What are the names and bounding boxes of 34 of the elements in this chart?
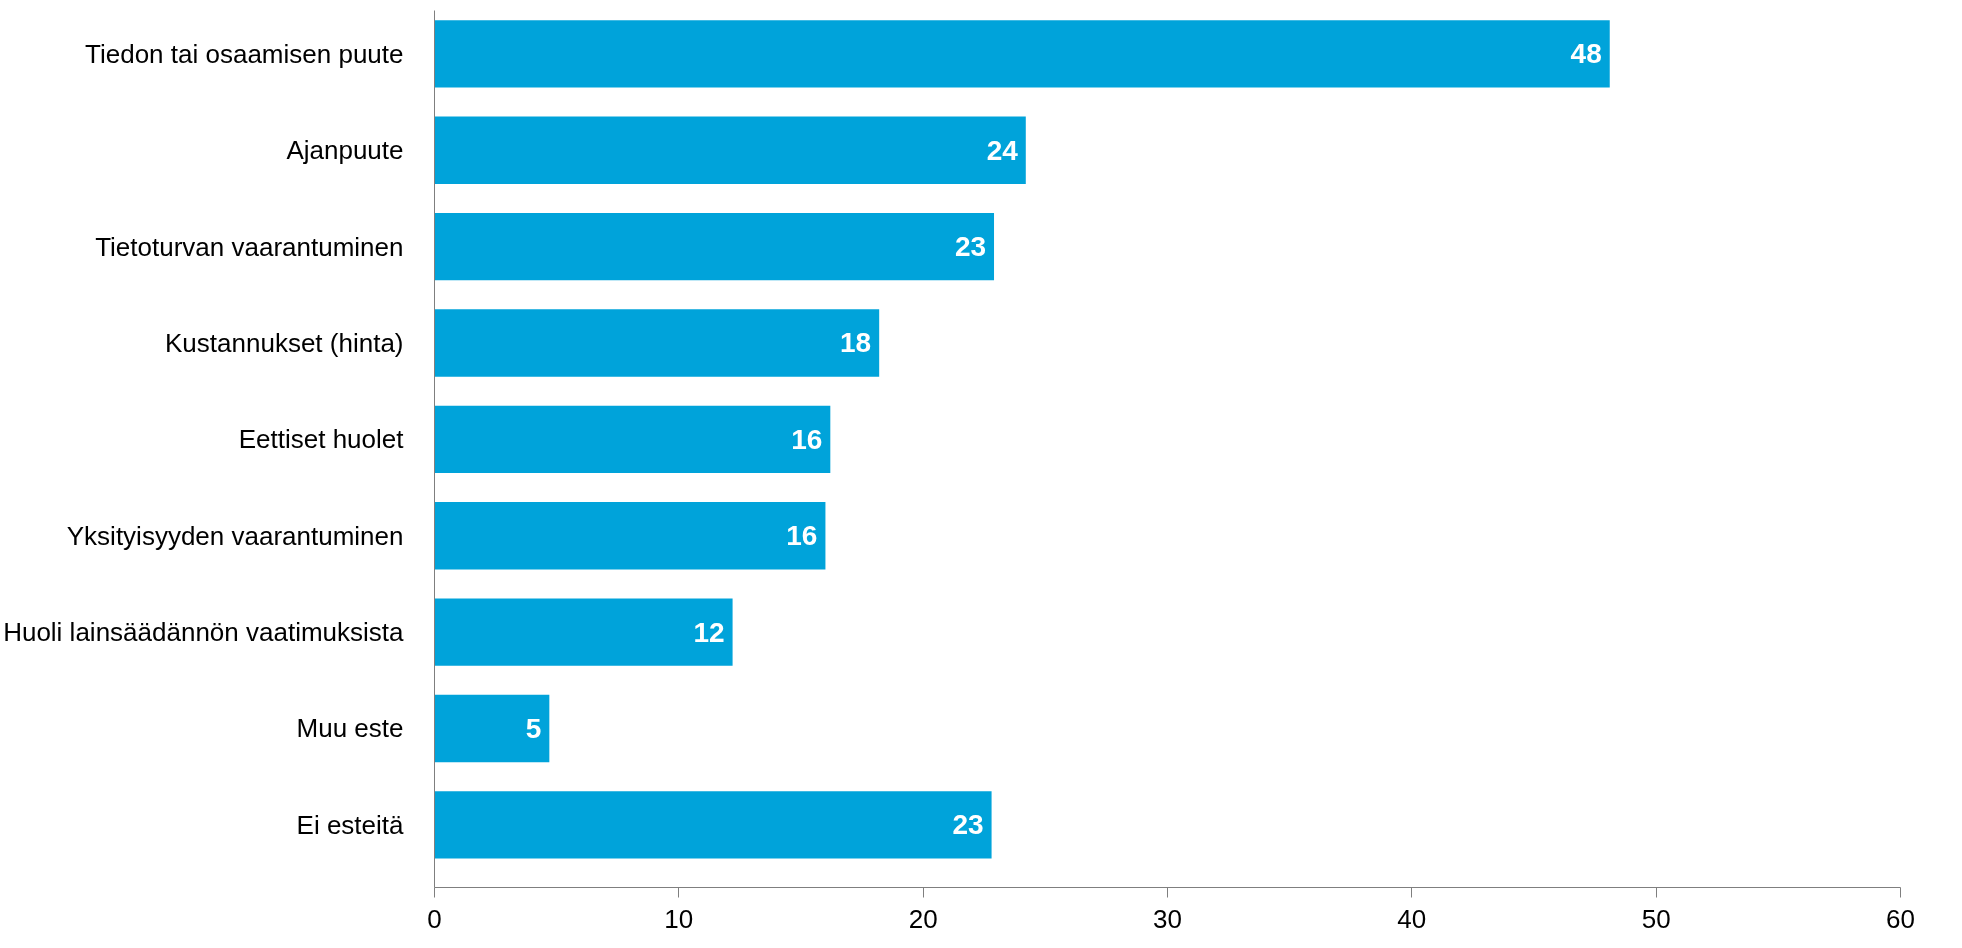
x-tick-label: 10 [664, 903, 694, 934]
y-tick-label: Ajanpuute [286, 135, 404, 166]
bar [434, 116, 1026, 184]
data-label: 23 [952, 809, 984, 841]
data-label: 18 [840, 327, 872, 359]
y-tick-label: Muu este [296, 713, 404, 744]
x-tick-label: 20 [908, 903, 938, 934]
data-label: 5 [525, 712, 542, 744]
y-tick-label: Tietoturvan vaarantuminen [95, 231, 404, 262]
y-tick-label: Huoli lainsäädännön vaatimuksista [3, 617, 405, 648]
data-label: 12 [693, 616, 725, 648]
y-tick-label: Yksityisyyden vaarantuminen [66, 520, 404, 551]
bar [434, 694, 550, 763]
bar [434, 309, 880, 377]
data-label: 16 [791, 423, 823, 455]
x-tick-label: 60 [1886, 903, 1915, 934]
bar [434, 791, 992, 859]
y-tick-label: Eettiset huolet [238, 424, 405, 455]
data-label: 48 [1570, 38, 1602, 70]
data-label: 16 [786, 520, 818, 552]
y-tick-label: Ei esteitä [296, 809, 405, 840]
y-tick-label: Kustannukset (hinta) [165, 327, 404, 358]
x-tick-label: 30 [1153, 903, 1182, 934]
bar [434, 212, 995, 281]
bar [434, 502, 826, 570]
bar [434, 598, 733, 666]
bar [434, 405, 831, 474]
x-tick-label: 50 [1641, 903, 1671, 934]
y-tick-label: Tiedon tai osaamisen puute [85, 38, 404, 69]
x-tick-label: 0 [427, 903, 442, 934]
bar [434, 20, 1610, 88]
data-label: 23 [954, 231, 987, 263]
x-tick-label: 40 [1397, 903, 1427, 934]
data-label: 24 [986, 134, 1019, 166]
